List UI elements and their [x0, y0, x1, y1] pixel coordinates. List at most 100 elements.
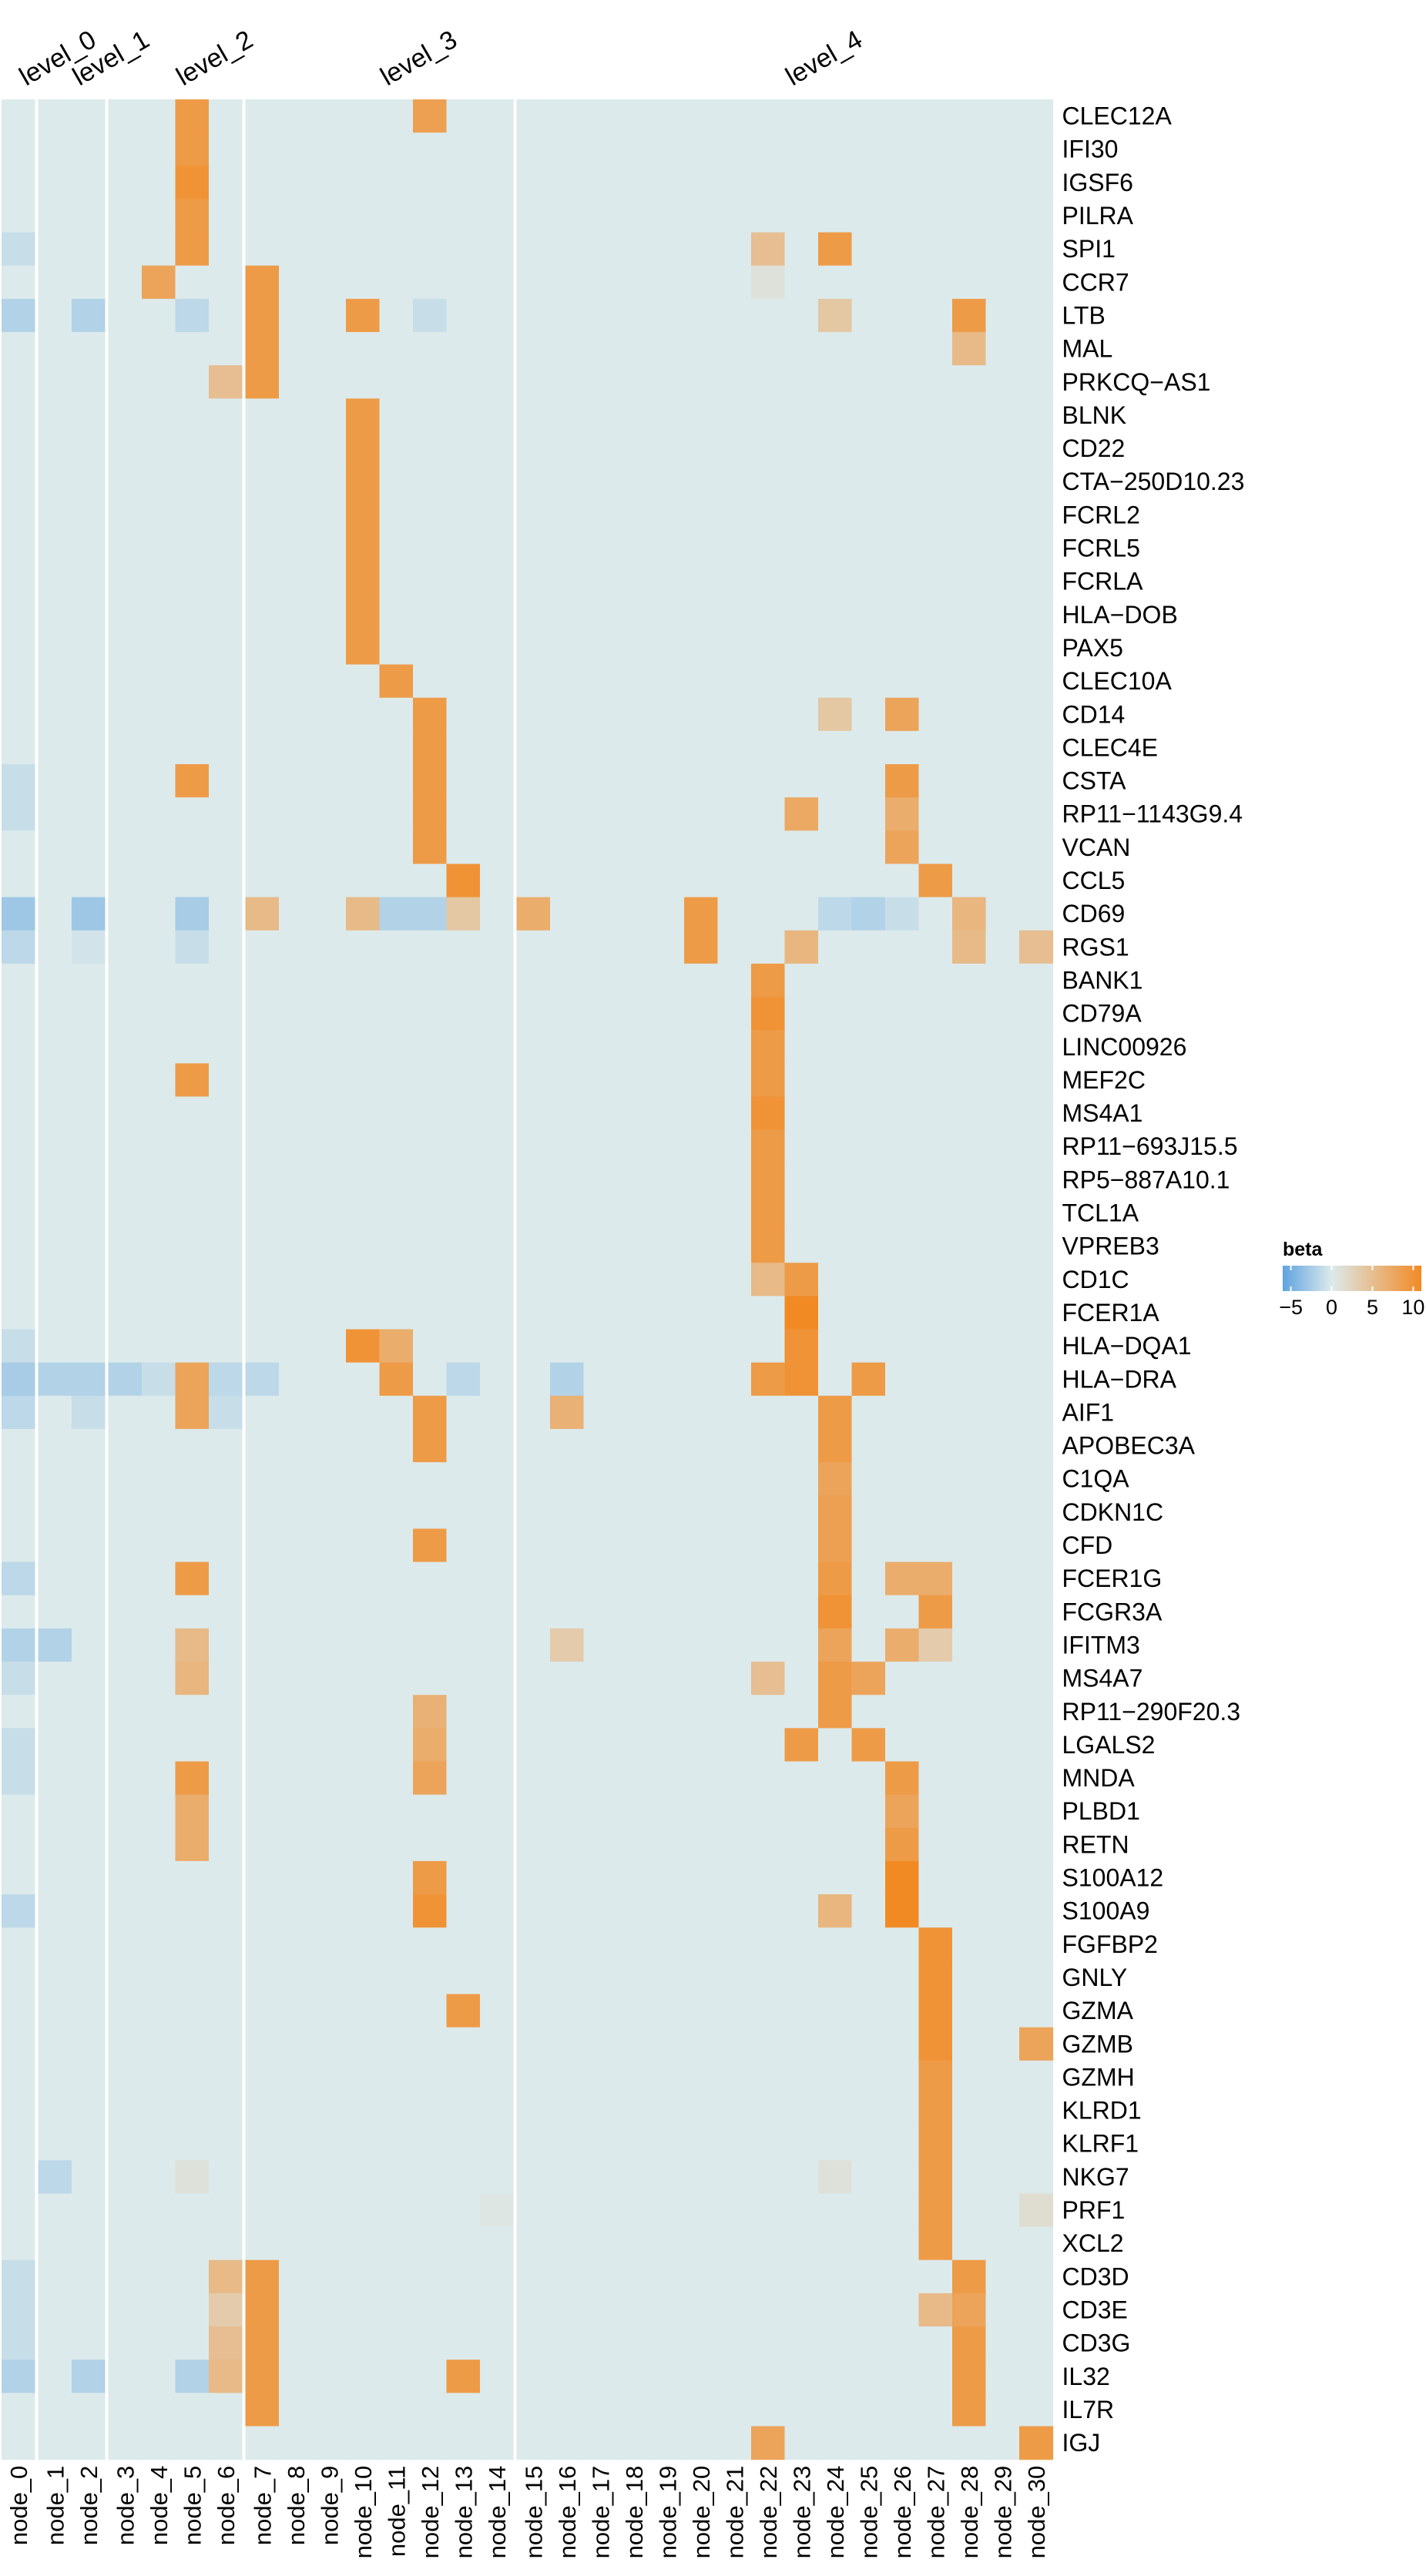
- heatmap-cell: [245, 1429, 280, 1463]
- heatmap-cell: [38, 1263, 72, 1296]
- heatmap-cell: [279, 1827, 314, 1862]
- heatmap-cell: [918, 1595, 953, 1629]
- heatmap-cell: [72, 2094, 106, 2128]
- heatmap-cell: [952, 730, 987, 765]
- heatmap-cell: [650, 1961, 685, 1995]
- heatmap-cell: [346, 1229, 381, 1263]
- heatmap-cell: [516, 531, 551, 565]
- heatmap-cell: [918, 2127, 953, 2161]
- heatmap-cell: [142, 166, 176, 200]
- heatmap-cell: [480, 2193, 515, 2228]
- heatmap-cell: [142, 598, 176, 632]
- heatmap-cell: [583, 1063, 618, 1098]
- heatmap-cell: [108, 531, 143, 565]
- heatmap-cell: [550, 1296, 585, 1330]
- heatmap-cell: [1019, 1162, 1054, 1197]
- heatmap-cell: [175, 1196, 210, 1230]
- heatmap-cell: [142, 2293, 176, 2327]
- heatmap-cell: [2, 332, 36, 366]
- heatmap-cell: [209, 1395, 243, 1430]
- heatmap-cell: [818, 332, 853, 366]
- heatmap-cell: [312, 598, 347, 632]
- heatmap-cell: [650, 1994, 685, 2028]
- heatmap-cell: [784, 2259, 819, 2294]
- heatmap-cell: [480, 1296, 515, 1330]
- heatmap-cell: [583, 1695, 618, 1729]
- heatmap-cell: [885, 332, 920, 366]
- heatmap-cell: [108, 2426, 143, 2460]
- heatmap-cell: [2, 631, 36, 666]
- heatmap-cell: [751, 398, 786, 433]
- heatmap-cell: [279, 797, 314, 831]
- heatmap-cell: [684, 764, 719, 798]
- heatmap-cell: [446, 1296, 481, 1330]
- heatmap-cell: [209, 1462, 243, 1496]
- column-label: node_26: [889, 2466, 916, 2559]
- heatmap-cell: [1019, 1662, 1054, 1696]
- heatmap-cell: [650, 365, 685, 399]
- heatmap-cell: [413, 1894, 448, 1928]
- heatmap-cell: [446, 2094, 481, 2128]
- heatmap-cell: [72, 598, 106, 632]
- row-label: CCL5: [1062, 867, 1126, 894]
- heatmap-cell: [446, 1595, 481, 1629]
- heatmap-cell: [650, 2094, 685, 2128]
- heatmap-cell: [480, 1595, 515, 1629]
- heatmap-cell: [175, 465, 210, 499]
- heatmap-cell: [175, 997, 210, 1031]
- heatmap-cell: [209, 199, 243, 233]
- heatmap-cell: [142, 697, 176, 732]
- heatmap-cell: [279, 1429, 314, 1463]
- heatmap-cell: [952, 2426, 987, 2460]
- heatmap-cell: [818, 498, 853, 532]
- heatmap-cell: [480, 531, 515, 565]
- heatmap-cell: [684, 1761, 719, 1796]
- heatmap-cell: [2, 1395, 36, 1430]
- heatmap-cell: [72, 930, 106, 964]
- heatmap-cell: [72, 1030, 106, 1064]
- heatmap-cell: [516, 565, 551, 599]
- heatmap-cell: [818, 1628, 853, 1662]
- heatmap-cell: [1019, 1429, 1054, 1463]
- heatmap-cell: [851, 1662, 886, 1696]
- heatmap-cell: [751, 2027, 786, 2061]
- heatmap-cell: [413, 864, 448, 898]
- heatmap-cell: [175, 930, 210, 964]
- heatmap-cell: [142, 2259, 176, 2294]
- heatmap-cell: [312, 1561, 347, 1596]
- heatmap-cell: [583, 2326, 618, 2360]
- heatmap-cell: [985, 1794, 1020, 1829]
- heatmap-cell: [650, 166, 685, 200]
- heatmap-cell: [346, 1063, 381, 1098]
- heatmap-cell: [379, 2027, 414, 2061]
- heatmap-cell: [818, 1561, 853, 1596]
- heatmap-cell: [550, 631, 585, 666]
- heatmap-cell: [413, 1695, 448, 1729]
- heatmap-cell: [346, 1030, 381, 1064]
- heatmap-cell: [2, 1229, 36, 1263]
- heatmap-cell: [245, 1827, 280, 1862]
- heatmap-cell: [379, 1096, 414, 1131]
- row-label: HLA−DRA: [1062, 1365, 1177, 1393]
- heatmap-cell: [985, 1728, 1020, 1763]
- heatmap-cell: [446, 565, 481, 599]
- heatmap-cell: [346, 2426, 381, 2460]
- heatmap-cell: [650, 797, 685, 831]
- heatmap-cell: [72, 1827, 106, 1862]
- heatmap-cell: [2, 1296, 36, 1330]
- heatmap-cell: [209, 365, 243, 399]
- heatmap-cell: [617, 1628, 652, 1662]
- heatmap-cell: [446, 1229, 481, 1263]
- heatmap-cell: [346, 332, 381, 366]
- heatmap-cell: [245, 2027, 280, 2061]
- heatmap-cell: [346, 864, 381, 898]
- heatmap-cell: [717, 431, 752, 466]
- heatmap-cell: [209, 1595, 243, 1629]
- heatmap-cell: [952, 1994, 987, 2028]
- heatmap-cell: [851, 1994, 886, 2028]
- heatmap-cell: [446, 963, 481, 998]
- heatmap-cell: [516, 431, 551, 466]
- heatmap-cell: [72, 997, 106, 1031]
- heatmap-cell: [1019, 697, 1054, 732]
- heatmap-cell: [818, 1263, 853, 1296]
